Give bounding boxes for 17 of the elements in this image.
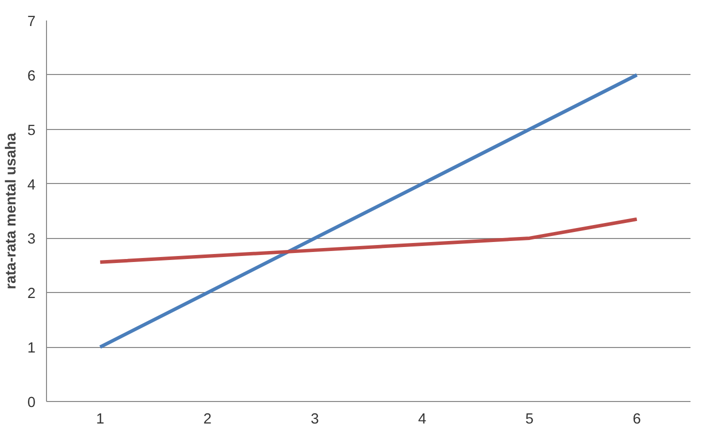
y-tick-label: 5 [27,122,36,139]
y-tick-label: 7 [27,14,36,30]
line-series [98,217,639,264]
y-tick-label: 3 [27,232,36,248]
y-axis-title: rata-rata mental usaha [3,132,20,290]
y-tick-label: 0 [27,395,36,411]
x-tick-label: 6 [632,412,641,428]
x-tick-label: 1 [96,412,104,428]
y-tick-label: 1 [27,340,36,357]
y-tick-label: 2 [27,286,36,302]
x-tick-label: 4 [418,412,426,428]
line-series [98,73,639,349]
y-tick-label: 4 [27,177,36,194]
x-tick-label: 2 [203,412,212,428]
x-tick-label: 3 [310,412,319,428]
y-tick-label: 6 [27,68,36,84]
x-tick-label: 5 [525,412,534,428]
